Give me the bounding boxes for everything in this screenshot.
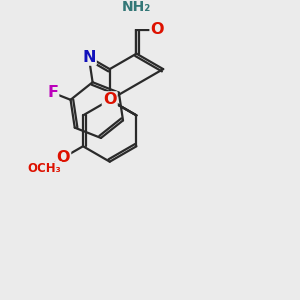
Text: O: O <box>56 150 70 165</box>
Text: O: O <box>103 92 116 107</box>
Text: O: O <box>151 22 164 37</box>
Text: OCH₃: OCH₃ <box>27 162 61 175</box>
Text: F: F <box>47 85 58 100</box>
Text: NH₂: NH₂ <box>122 0 151 14</box>
Text: N: N <box>82 50 96 64</box>
